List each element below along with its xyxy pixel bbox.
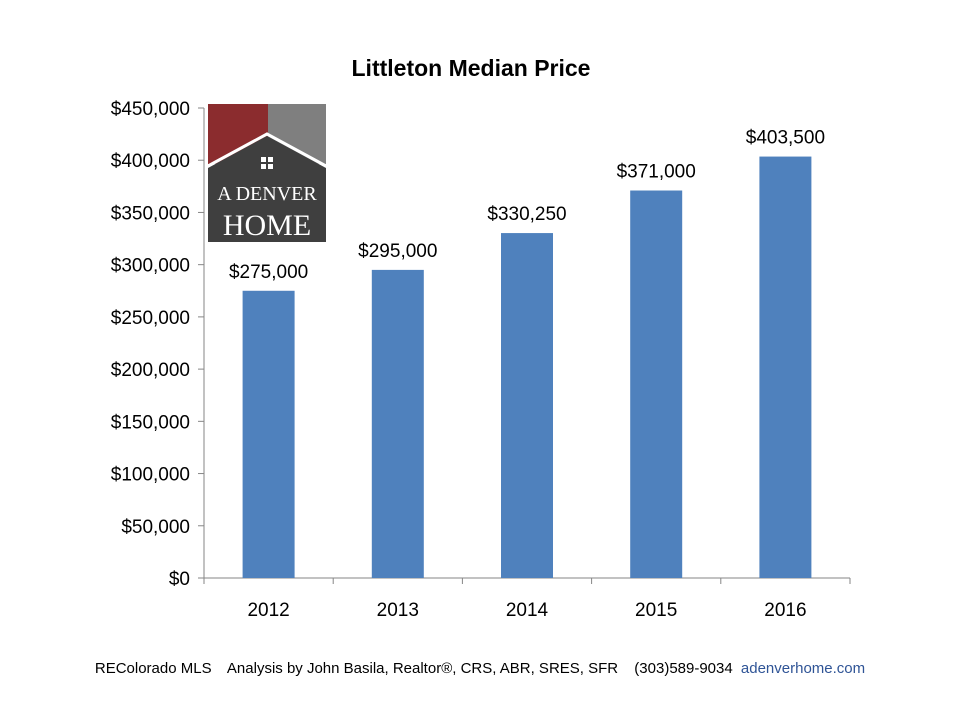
x-tick-label: 2015 xyxy=(635,600,677,621)
logo-line2: HOME xyxy=(223,209,311,242)
footer-source: REColorado MLS xyxy=(94,660,212,677)
bar-2013 xyxy=(371,269,424,578)
bar-2014 xyxy=(501,233,553,579)
footer: REColorado MLS Analysis by John Basila, … xyxy=(0,660,960,677)
footer-analysis: Analysis by John Basila, Realtor®, CRS, … xyxy=(226,660,619,677)
y-tick-label: $0 xyxy=(169,569,190,590)
bar-2012 xyxy=(242,290,295,578)
data-label: $295,000 xyxy=(358,241,437,262)
logo-window-icon xyxy=(261,157,273,169)
logo-house-roof xyxy=(208,136,326,242)
x-tick-label: 2014 xyxy=(506,600,549,621)
y-tick-label: $300,000 xyxy=(111,256,190,277)
y-tick-label: $50,000 xyxy=(121,517,190,538)
y-tick-label: $400,000 xyxy=(111,151,190,172)
logo-line1: A DENVER xyxy=(217,183,317,205)
data-label: $371,000 xyxy=(617,162,696,183)
y-tick-label: $250,000 xyxy=(111,308,190,329)
data-label: $330,250 xyxy=(487,204,566,225)
y-tick-label: $450,000 xyxy=(111,99,190,120)
footer-website[interactable]: adenverhome.com xyxy=(740,660,866,677)
y-tick-label: $100,000 xyxy=(111,465,190,486)
bar-2015 xyxy=(630,190,683,578)
data-label: $275,000 xyxy=(229,262,308,283)
x-tick-label: 2013 xyxy=(377,600,419,621)
y-tick-label: $350,000 xyxy=(111,203,190,224)
bar-2016 xyxy=(759,156,812,579)
chart-axes: $0 $50,000 $100,000 $150,000 $200,000 $250,00… xyxy=(111,99,851,621)
x-tick-label: 2016 xyxy=(764,600,806,621)
y-tick-label: $150,000 xyxy=(111,412,190,433)
bar-chart: Littleton Median Price $0 $50,000 $100,000… xyxy=(111,55,851,621)
footer-phone: (303)589-9034 xyxy=(634,660,733,677)
y-tick-label: $200,000 xyxy=(111,360,190,381)
logo-roof-outline xyxy=(207,132,327,168)
chart-title: Littleton Median Price xyxy=(352,55,591,81)
data-label: $403,500 xyxy=(746,128,825,149)
a-denver-home-logo: A DENVER HOME xyxy=(207,104,327,242)
chart-bars: $275,000 $295,000 $330,250 $371,000 $403,500 xyxy=(229,128,825,579)
x-tick-label: 2012 xyxy=(247,600,289,621)
